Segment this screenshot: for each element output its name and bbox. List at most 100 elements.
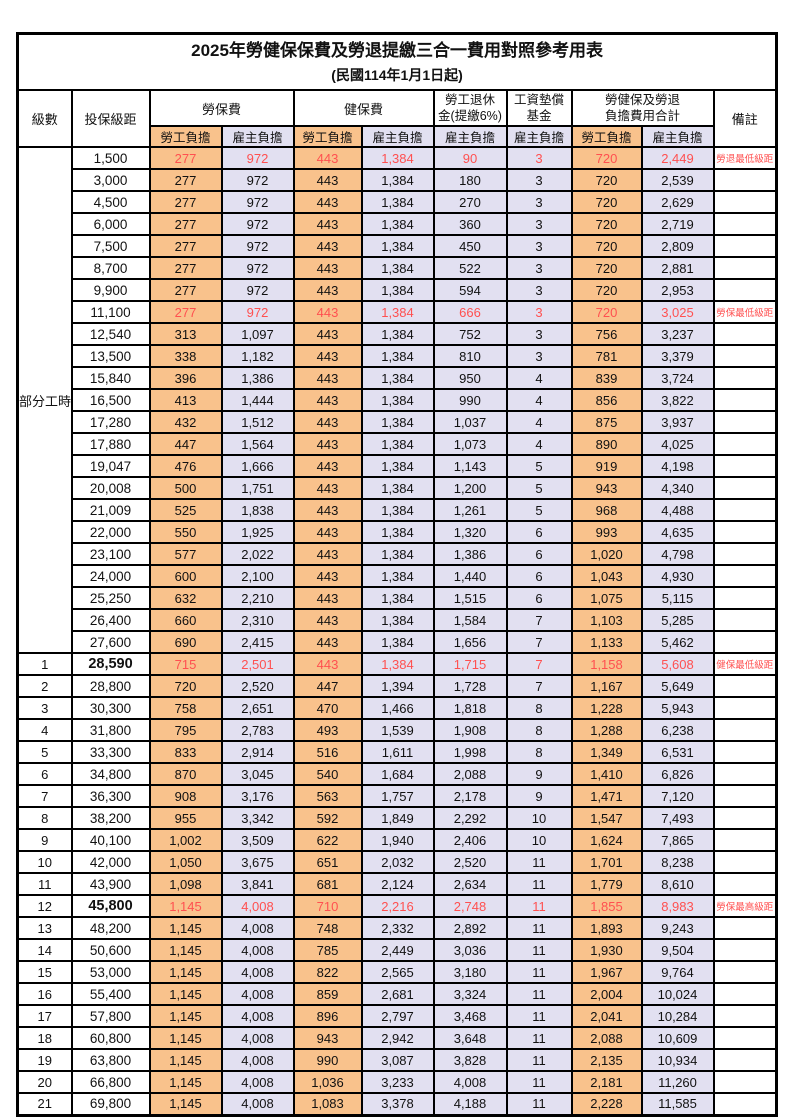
cell-note <box>712 938 778 962</box>
cell-value: 748 <box>292 916 363 940</box>
cell-value: 1,466 <box>360 696 435 720</box>
page-subtitle: (民國114年1月1日起) <box>331 67 463 83</box>
cell-bracket: 27,600 <box>70 630 151 654</box>
cell-value: 1,998 <box>432 740 508 764</box>
cell-value: 1,083 <box>292 1092 363 1116</box>
cell-value: 4,008 <box>220 1026 295 1050</box>
cell-value: 2,178 <box>432 784 508 808</box>
cell-value: 875 <box>570 410 643 434</box>
cell-value: 5 <box>505 498 573 522</box>
cell-value: 443 <box>292 476 363 500</box>
cell-value: 1,036 <box>292 1070 363 1094</box>
cell-value: 2,942 <box>360 1026 435 1050</box>
cell-note <box>712 476 778 500</box>
cell-value: 1,384 <box>360 410 435 434</box>
cell-value: 413 <box>148 388 223 412</box>
cell-value: 3,045 <box>220 762 295 786</box>
table-row: 7,500 277 972 443 1,384 450 3 720 2,809 <box>18 234 778 258</box>
cell-value: 5,943 <box>640 696 715 720</box>
cell-value: 1,384 <box>360 608 435 632</box>
cell-value: 1,893 <box>570 916 643 940</box>
cell-value: 277 <box>148 146 223 170</box>
cell-bracket: 60,800 <box>70 1026 151 1050</box>
cell-value: 4,008 <box>220 1092 295 1116</box>
cell-value: 859 <box>292 982 363 1006</box>
cell-bracket: 48,200 <box>70 916 151 940</box>
cell-value: 2,914 <box>220 740 295 764</box>
cell-value: 2,004 <box>570 982 643 1006</box>
cell-value: 9 <box>505 784 573 808</box>
cell-value: 1,384 <box>360 498 435 522</box>
cell-note <box>712 256 778 280</box>
cell-value: 5 <box>505 476 573 500</box>
table-row: 19,047 476 1,666 443 1,384 1,143 5 919 4,198 <box>18 454 778 478</box>
cell-note <box>712 1092 778 1116</box>
cell-value: 2,032 <box>360 850 435 874</box>
cell-value: 990 <box>432 388 508 412</box>
cell-value: 3,176 <box>220 784 295 808</box>
cell-value: 447 <box>148 432 223 456</box>
cell-value: 443 <box>292 586 363 610</box>
cell-value: 6,826 <box>640 762 715 786</box>
cell-value: 500 <box>148 476 223 500</box>
cell-value: 1,728 <box>432 674 508 698</box>
cell-value: 525 <box>148 498 223 522</box>
cell-note <box>712 740 778 764</box>
cell-note <box>712 234 778 258</box>
cell-value: 1,384 <box>360 322 435 346</box>
cell-value: 785 <box>292 938 363 962</box>
cell-value: 1,384 <box>360 652 435 676</box>
header-row-groups: 級數 投保級距 勞保費 健保費 勞工退休 金(提繳6%) 工資墊償 基金 勞健保… <box>16 89 778 148</box>
cell-value: 4,008 <box>220 1004 295 1028</box>
cell-note <box>712 784 778 808</box>
cell-value: 516 <box>292 740 363 764</box>
cell-value: 1,967 <box>570 960 643 984</box>
cell-value: 8,610 <box>640 872 715 896</box>
cell-value: 972 <box>220 300 295 324</box>
cell-note <box>712 498 778 522</box>
cell-value: 870 <box>148 762 223 786</box>
pension-line2: 金(提繳6%) <box>438 109 502 123</box>
table-row: 3,000 277 972 443 1,384 180 3 720 2,539 <box>18 168 778 192</box>
cell-note <box>712 542 778 566</box>
cell-value: 2,332 <box>360 916 435 940</box>
cell-value: 443 <box>292 344 363 368</box>
cell-value: 396 <box>148 366 223 390</box>
cell-value: 4,008 <box>220 916 295 940</box>
cell-note <box>712 564 778 588</box>
cell-value: 756 <box>570 322 643 346</box>
cell-value: 447 <box>292 674 363 698</box>
cell-value: 2,953 <box>640 278 715 302</box>
cell-value: 1,143 <box>432 454 508 478</box>
table-row: 13 48,200 1,145 4,008 748 2,332 2,892 11 1,893 9,… <box>16 916 778 940</box>
cell-value: 660 <box>148 608 223 632</box>
cell-value: 443 <box>292 520 363 544</box>
cell-value: 11 <box>505 872 573 896</box>
cell-value: 3 <box>505 234 573 258</box>
cell-value: 10,934 <box>640 1048 715 1072</box>
cell-value: 4,008 <box>220 1070 295 1094</box>
cell-value: 795 <box>148 718 223 742</box>
cell-bracket: 17,880 <box>70 432 151 456</box>
cell-value: 11 <box>505 1026 573 1050</box>
table-row: 4,500 277 972 443 1,384 270 3 720 2,629 <box>18 190 778 214</box>
cell-value: 720 <box>148 674 223 698</box>
cell-value: 10,609 <box>640 1026 715 1050</box>
cell-note <box>712 322 778 346</box>
cell-value: 4 <box>505 410 573 434</box>
cell-value: 8 <box>505 718 573 742</box>
table-row: 15,840 396 1,386 443 1,384 950 4 839 3,724 <box>18 366 778 390</box>
cell-note <box>712 454 778 478</box>
cell-value: 11 <box>505 916 573 940</box>
cell-level: 5 <box>16 740 73 764</box>
cell-value: 8 <box>505 740 573 764</box>
cell-value: 7,865 <box>640 828 715 852</box>
cell-value: 9,764 <box>640 960 715 984</box>
cell-bracket: 66,800 <box>70 1070 151 1094</box>
cell-bracket: 57,800 <box>70 1004 151 1028</box>
table-row: 21 69,800 1,145 4,008 1,083 3,378 4,188 11 2,228… <box>16 1092 778 1116</box>
cell-bracket: 25,250 <box>70 586 151 610</box>
cell-value: 720 <box>570 168 643 192</box>
cell-value: 972 <box>220 212 295 236</box>
cell-value: 5,462 <box>640 630 715 654</box>
